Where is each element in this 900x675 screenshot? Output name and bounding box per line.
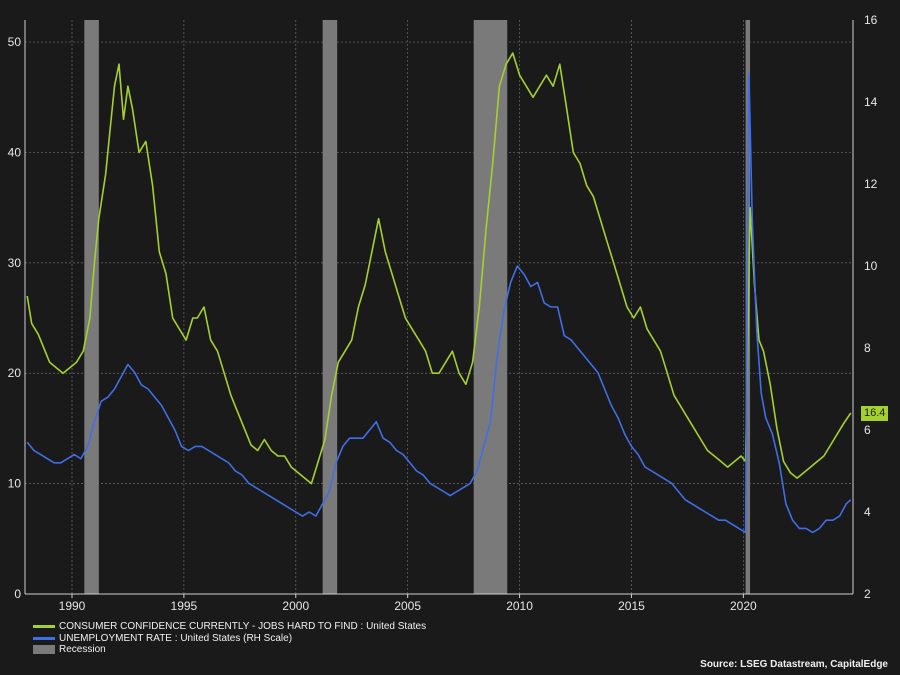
chart-axes <box>24 20 854 598</box>
chart-grid <box>25 20 853 594</box>
x-tick-label-3: 2005 <box>394 599 421 613</box>
x-tick-label-1: 1995 <box>171 599 198 613</box>
series-lines <box>26 52 852 534</box>
legend-label-unemployment: UNEMPLOYMENT RATE : United States (RH Sc… <box>59 632 293 644</box>
left-tick-label-1: 10 <box>8 477 22 491</box>
recession-bands <box>84 20 751 594</box>
series-line-confidence <box>26 52 852 485</box>
series-line-unemployment <box>26 72 852 534</box>
legend-swatch-recession <box>33 645 55 655</box>
legend-swatch-confidence <box>33 625 55 629</box>
last-value-badge: 16.4 <box>861 406 889 421</box>
legend-label-confidence: CONSUMER CONFIDENCE CURRENTLY - JOBS HAR… <box>59 621 427 632</box>
right-tick-label-5: 12 <box>864 177 878 191</box>
x-tick-label-6: 2020 <box>730 599 757 613</box>
x-tick-label-4: 2010 <box>506 599 533 613</box>
left-tick-label-3: 30 <box>8 256 22 270</box>
source-note: Source: LSEG Datastream, CapitalEdge <box>700 659 888 670</box>
right-tick-label-4: 10 <box>864 259 878 273</box>
legend-swatch-unemployment <box>33 636 55 640</box>
legend-item-confidence: CONSUMER CONFIDENCE CURRENTLY - JOBS HAR… <box>33 621 426 633</box>
axis-ticks: 0 10 20 30 40 50 2 4 6 8 10 12 14 16 1990 1995 2000 2005 2… <box>8 13 878 613</box>
right-tick-label-3: 8 <box>864 341 871 355</box>
left-tick-label-0: 0 <box>14 587 21 601</box>
x-tick-label-0: 1990 <box>59 599 86 613</box>
legend-label-recession: Recession <box>59 644 106 655</box>
right-tick-label-0: 2 <box>864 587 871 601</box>
legend-item-unemployment: UNEMPLOYMENT RATE : United States (RH Sc… <box>33 633 426 645</box>
left-tick-label-4: 40 <box>8 145 22 159</box>
x-tick-label-5: 2015 <box>618 599 645 613</box>
recession-band-1 <box>322 20 338 594</box>
right-tick-label-7: 16 <box>864 13 878 27</box>
right-tick-label-6: 14 <box>864 95 878 109</box>
legend-item-recession: Recession <box>33 644 426 656</box>
left-tick-label-5: 50 <box>8 35 22 49</box>
chart-legend: CONSUMER CONFIDENCE CURRENTLY - JOBS HAR… <box>33 621 426 656</box>
right-tick-label-2: 6 <box>864 423 871 437</box>
right-tick-label-1: 4 <box>864 505 871 519</box>
x-tick-label-2: 2000 <box>282 599 309 613</box>
left-tick-label-2: 20 <box>8 366 22 380</box>
